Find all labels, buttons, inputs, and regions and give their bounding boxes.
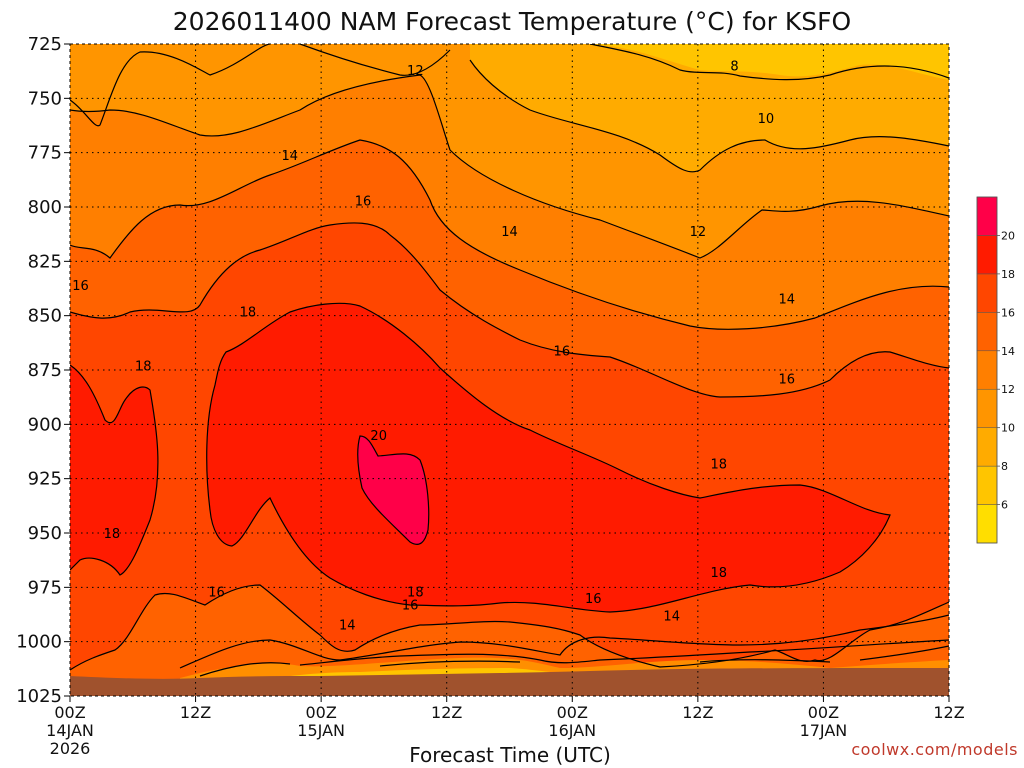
contour-label: 12 <box>407 64 424 79</box>
x-tick-time: 00Z <box>305 703 336 722</box>
x-tick-date: 17JAN <box>800 721 848 740</box>
colorbar-label: 8 <box>1001 460 1008 473</box>
x-axis-label: Forecast Time (UTC) <box>409 743 611 767</box>
colorbar-swatch <box>976 273 998 313</box>
colorbar-swatch <box>976 350 998 390</box>
y-tick-label: 750 <box>28 88 62 109</box>
contour-label: 16 <box>779 373 796 388</box>
contour-label: 10 <box>758 112 775 127</box>
colorbar-legend: 6 8 10 12 14 16 18 20 <box>976 196 1015 544</box>
contour-label: 20 <box>370 429 387 444</box>
plot-area <box>70 44 949 696</box>
x-tick-time: 12Z <box>933 703 964 722</box>
contour-label: 16 <box>402 599 419 614</box>
x-tick-time: 00Z <box>54 703 85 722</box>
colorbar-swatch <box>976 235 998 275</box>
band-8-10 <box>470 44 949 172</box>
colorbar-swatch <box>976 465 998 505</box>
y-tick-label: 1025 <box>16 686 62 707</box>
contour-label: 14 <box>501 225 518 240</box>
contour-label: 16 <box>554 344 571 359</box>
y-tick-label: 950 <box>28 523 62 544</box>
contour-label: 14 <box>779 292 796 307</box>
contour-label: 16 <box>585 592 602 607</box>
y-tick-label: 800 <box>28 197 62 218</box>
ground-terrain <box>70 668 949 696</box>
contour-label: 8 <box>730 60 738 75</box>
contour-label: 18 <box>104 527 121 542</box>
contour-label: 18 <box>240 305 257 320</box>
x-tick-time: 12Z <box>431 703 462 722</box>
contour-lines <box>70 44 949 677</box>
x-tick-time: 00Z <box>557 703 588 722</box>
contour-label: 14 <box>281 149 298 164</box>
contour-label: 16 <box>355 194 372 209</box>
colorbar-label: 12 <box>1001 383 1015 396</box>
contour-label: 18 <box>711 566 728 581</box>
contour-label: 16 <box>72 279 89 294</box>
colorbar-swatch <box>976 388 998 428</box>
y-tick-label: 875 <box>28 360 62 381</box>
band-6-8 <box>590 44 949 80</box>
x-tick-date: 16JAN <box>548 721 596 740</box>
contour-label: 12 <box>690 225 707 240</box>
colorbar-label: 16 <box>1001 306 1015 319</box>
colorbar-swatch <box>976 504 998 544</box>
colorbar-label: 14 <box>1001 345 1015 358</box>
y-tick-label: 1000 <box>16 632 62 653</box>
x-tick-time: 12Z <box>682 703 713 722</box>
colorbar-swatch <box>976 312 998 352</box>
colorbar-label: 10 <box>1001 422 1015 435</box>
band-18-20 <box>70 303 890 612</box>
colorbar-swatch <box>976 427 998 467</box>
gridlines <box>70 44 949 696</box>
colorbar-label: 20 <box>1001 229 1015 242</box>
y-tick-label: 825 <box>28 251 62 272</box>
colorbar-frame <box>976 196 998 544</box>
x-tick-year: 2026 <box>50 739 91 758</box>
contour-label: 18 <box>407 586 424 601</box>
y-tick-label: 975 <box>28 577 62 598</box>
credit-link[interactable]: coolwx.com/models <box>851 740 1018 759</box>
x-tick-date: 15JAN <box>297 721 345 740</box>
colorbar-swatch <box>976 196 998 236</box>
y-axis: 725 750 775 800 825 850 875 900 925 950 975 1000 102… <box>16 34 70 707</box>
y-tick-label: 850 <box>28 306 62 327</box>
y-tick-label: 900 <box>28 414 62 435</box>
band-20-plus <box>357 436 429 545</box>
contour-label: 16 <box>208 586 225 601</box>
contour-label: 14 <box>339 618 356 633</box>
y-tick-label: 925 <box>28 469 62 490</box>
contour-label: 14 <box>663 610 680 625</box>
colorbar-label: 6 <box>1001 499 1008 512</box>
chart-title: 2026011400 NAM Forecast Temperature (°C)… <box>173 7 851 36</box>
contour-label: 18 <box>711 457 728 472</box>
colorbar-label: 18 <box>1001 268 1015 281</box>
x-tick-time: 00Z <box>808 703 839 722</box>
y-tick-label: 775 <box>28 143 62 164</box>
y-tick-label: 725 <box>28 34 62 55</box>
contour-label: 18 <box>135 360 152 375</box>
x-tick-time: 12Z <box>180 703 211 722</box>
x-tick-date: 14JAN <box>46 721 94 740</box>
